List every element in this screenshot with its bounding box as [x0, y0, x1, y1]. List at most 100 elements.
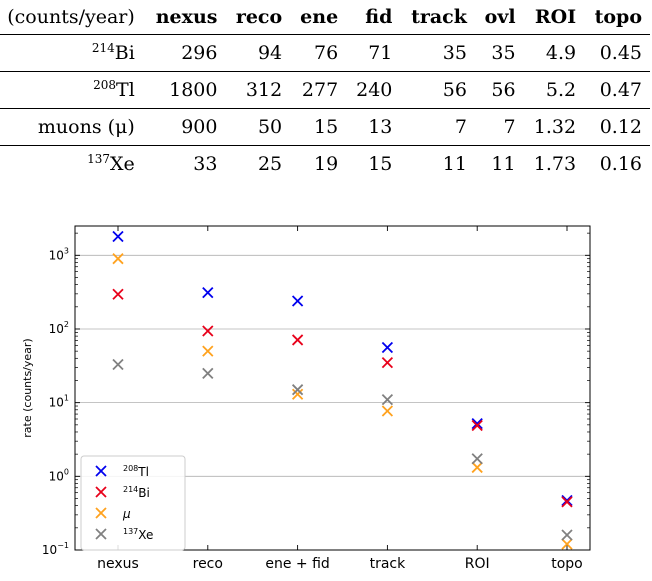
- isotope-name: Bi: [114, 42, 135, 64]
- column-header: track: [411, 6, 467, 28]
- table-cell: 25: [225, 145, 291, 182]
- legend-entry: μ: [95, 507, 131, 521]
- table-cell: 5.2: [523, 71, 585, 109]
- column-header: topo: [594, 6, 642, 28]
- data-point: [471, 461, 483, 474]
- table-cell: 900: [144, 108, 226, 146]
- data-point: [471, 453, 483, 465]
- legend-box: [80, 455, 186, 551]
- row-label: 214Bi: [0, 34, 145, 72]
- data-point: [202, 345, 214, 357]
- table-cell: 76: [290, 34, 347, 72]
- data-point: [291, 388, 304, 400]
- x-tick-label: track: [370, 556, 407, 572]
- x-tick-label: ROI: [465, 556, 490, 572]
- table-cell: 312: [225, 71, 291, 109]
- isotope-name: Tl: [116, 79, 135, 101]
- marker-stroke: [291, 295, 304, 307]
- marker-stroke: [471, 461, 483, 474]
- data-point: [112, 253, 124, 265]
- data-point: [381, 341, 394, 354]
- legend-label: 214Bi: [123, 485, 150, 500]
- table-row: muons (μ) 900 50 15 13 7 7 1.32 0.12: [0, 108, 650, 146]
- column-header: nexus: [155, 6, 218, 28]
- data-point: [202, 325, 214, 337]
- column-header: ene: [300, 6, 339, 28]
- data-point: [561, 538, 573, 550]
- table-cell: 33: [144, 145, 226, 182]
- legend-marker: [95, 528, 107, 540]
- legend-marker: [95, 486, 107, 498]
- marker-stroke: [112, 358, 124, 371]
- marker-stroke: [202, 345, 214, 357]
- legend-label: μ: [122, 507, 131, 521]
- marker-stroke: [202, 325, 214, 337]
- x-tick-label: topo: [551, 556, 583, 572]
- table-unit-label: (counts/year): [7, 6, 135, 28]
- legend-label: 208Tl: [123, 464, 149, 479]
- marker-stroke: [381, 341, 394, 354]
- data-point: [202, 367, 214, 379]
- y-axis-label: rate (counts/year): [21, 338, 34, 437]
- table-row: 208Tl 1800 312 277 240 56 56 5.2 0.47: [0, 71, 650, 109]
- table-cell: 11: [400, 145, 475, 182]
- table-cell: 71: [346, 34, 401, 72]
- table-cell: 15: [346, 145, 401, 182]
- marker-stroke: [561, 538, 573, 550]
- marker-stroke: [561, 529, 573, 541]
- isotope-mass-number: 208: [93, 78, 117, 92]
- marker-stroke: [112, 230, 124, 243]
- table-header-row: (counts/year) nexus reco ene fid track o…: [0, 2, 650, 35]
- table-cell: 19: [290, 145, 347, 182]
- table-cell: 94: [225, 34, 291, 72]
- marker-stroke: [561, 496, 573, 508]
- legend-label: 137Xe: [123, 527, 153, 542]
- data-point: [561, 529, 573, 541]
- table-cell: 7: [474, 108, 524, 146]
- data-point: [381, 405, 394, 417]
- x-tick-label: reco: [193, 556, 223, 572]
- data-point: [471, 417, 483, 430]
- y-tick-label: 10−1: [42, 541, 69, 557]
- marker-stroke: [291, 384, 304, 396]
- rate-chart: 10−1 100 101 102 103 nexus reco ene + fid track R…: [21, 225, 591, 572]
- x-tick-label: nexus: [97, 556, 139, 572]
- column-header: reco: [235, 6, 283, 28]
- table-cell: 240: [346, 71, 401, 109]
- data-point: [291, 384, 304, 396]
- marker-stroke: [471, 453, 483, 465]
- table-row: 214Bi 296 94 76 71 35 35 4.9 0.45: [0, 34, 650, 72]
- y-tick-label: 103: [49, 246, 69, 262]
- data-point: [291, 295, 304, 307]
- column-header: fid: [365, 6, 393, 28]
- table-cell: 56: [400, 71, 475, 109]
- data-point: [561, 496, 573, 508]
- table-cell: 1800: [144, 71, 226, 109]
- legend-entry: 208Tl: [95, 464, 149, 479]
- data-point: [291, 334, 304, 346]
- rate-table: (counts/year) nexus reco ene fid track o…: [0, 2, 650, 182]
- isotope-mass-number: 214: [91, 41, 115, 55]
- marker-stroke: [561, 494, 573, 507]
- legend-entry: 214Bi: [95, 485, 150, 500]
- table-cell: 296: [144, 34, 226, 72]
- data-point: [112, 358, 124, 371]
- data-point: [112, 230, 124, 243]
- table-cell: 50: [225, 108, 291, 146]
- rate-table-container: (counts/year) nexus reco ene fid track o…: [0, 0, 652, 198]
- table-cell: 35: [400, 34, 475, 72]
- marker-stroke: [112, 288, 124, 300]
- marker-stroke: [112, 253, 124, 265]
- legend-marker: [95, 465, 107, 477]
- column-header: ROI: [534, 6, 577, 28]
- marker-stroke: [471, 419, 483, 432]
- table-cell: 35: [474, 34, 524, 72]
- row-label: 208Tl: [0, 71, 145, 109]
- y-tick-label: 100: [49, 467, 69, 483]
- isotope-mass-number: 137: [87, 152, 111, 166]
- row-label: 137Xe: [0, 145, 145, 182]
- data-point: [202, 286, 214, 299]
- isotope-name: muons (μ): [37, 116, 135, 138]
- table-cell: 13: [346, 108, 401, 146]
- x-tick-label: ene + fid: [265, 556, 329, 572]
